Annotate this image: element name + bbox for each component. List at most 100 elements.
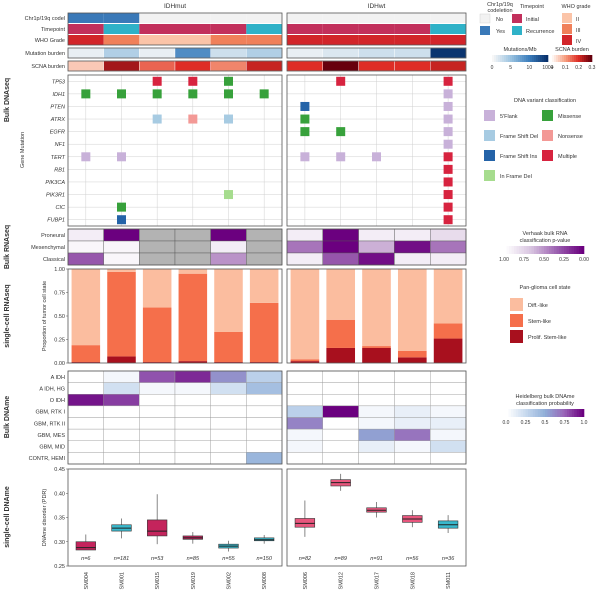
dname-cell xyxy=(67,417,104,430)
legend-mut-gradient xyxy=(500,55,503,62)
timepoint-cell xyxy=(103,24,140,34)
legend-heid-gradient xyxy=(520,409,524,417)
legend-mut-gradient xyxy=(544,55,547,62)
mutation-mark-5flank xyxy=(81,152,91,162)
dname-cell xyxy=(286,440,323,453)
legend-mut-gradient xyxy=(522,55,525,62)
legend-rna-gradient xyxy=(529,246,532,254)
dname-cell xyxy=(322,428,359,441)
dname-cell xyxy=(174,405,211,418)
dname-cell xyxy=(246,440,283,453)
codeletion-cell xyxy=(139,13,175,23)
legend-heid-gradient xyxy=(576,409,580,417)
legend-mut-tick: 5 xyxy=(509,65,512,71)
sc-bar-0 xyxy=(397,357,427,363)
gene-label-nf1: NF1 xyxy=(55,142,65,148)
mutation-mark-missense xyxy=(117,89,126,99)
rnaseq-cell xyxy=(210,252,247,266)
legend-variant-label: In Frame Del xyxy=(500,174,532,180)
dname-cell xyxy=(394,417,431,430)
scna-burden-cell xyxy=(286,60,323,72)
section-label-sc_rnaseq: single-cell RNAseq xyxy=(4,284,11,347)
scna-burden-cell xyxy=(67,60,104,72)
dname-cell xyxy=(286,382,323,395)
mutation-mark-missense xyxy=(336,127,346,137)
group-header-idhmut: IDHmut xyxy=(164,3,186,10)
legend-mut-gradient xyxy=(520,55,523,62)
legend-heid-gradient xyxy=(530,409,534,417)
codeletion-cell xyxy=(358,13,395,23)
legend-scna-gradient xyxy=(578,55,581,62)
rnaseq-cell xyxy=(286,240,323,254)
legend-heid-tick: 0.5 xyxy=(542,420,549,426)
mutation-burden-cell xyxy=(358,47,395,59)
rnaseq-cell xyxy=(103,240,140,254)
legend-heid-gradient xyxy=(569,409,573,417)
grade-cell xyxy=(287,35,323,45)
legend-heid-gradient xyxy=(513,409,517,417)
dname-cell xyxy=(322,452,359,465)
sample-count: n=150 xyxy=(256,556,272,562)
mutation-mark-multiple xyxy=(443,177,453,187)
rnaseq-cell xyxy=(67,240,104,254)
legend-rna-gradient xyxy=(581,246,585,254)
sc-bar-1 xyxy=(107,271,136,357)
mutation-mark-5flank xyxy=(372,152,381,162)
mutation-mark-5flank xyxy=(443,127,453,137)
mutation-mark-missense xyxy=(300,127,310,137)
legend-rna-gradient xyxy=(554,246,557,254)
legend-grade-label: III xyxy=(576,28,581,34)
rnaseq-cell xyxy=(174,240,211,254)
timepoint-cell xyxy=(139,24,175,34)
sc-bar-1 xyxy=(142,307,172,363)
codeletion-cell xyxy=(246,13,282,23)
row-label-clinical: WHO Grade xyxy=(35,38,65,44)
legend-variant-swatch xyxy=(484,150,495,161)
sample-name: SM006 xyxy=(303,572,309,589)
dname-cell xyxy=(103,405,140,418)
mutation-mark-multiple xyxy=(443,190,453,200)
sample-name: SM004 xyxy=(84,572,90,589)
dname-row-label: GBM, MES xyxy=(37,433,65,439)
timepoint-cell xyxy=(322,24,359,34)
legend-scna-gradient xyxy=(588,55,591,62)
mutation-mark-multiple xyxy=(443,215,453,225)
bulk-rnaseq-frame-1 xyxy=(286,228,467,266)
rnaseq-cell xyxy=(322,252,359,266)
timepoint-cell xyxy=(175,24,211,34)
legend-mut-gradient xyxy=(546,55,549,62)
mutation-mark-fsins xyxy=(117,215,126,225)
sc-bar-2 xyxy=(214,269,243,332)
legend-heid-title: Heidelberg bulk DNAme xyxy=(516,394,575,400)
legend-recurrence: Recurrence xyxy=(526,29,554,35)
sample-count: n=181 xyxy=(114,556,129,562)
rnaseq-cell xyxy=(322,240,359,254)
dname-cell xyxy=(358,405,395,418)
mutation-mark-5flank xyxy=(336,152,346,162)
legend-heid-gradient xyxy=(506,409,509,417)
legend-mut-gradient xyxy=(502,55,505,62)
sample-name: SM001 xyxy=(120,572,126,589)
legend-codel-title-2: codeletion xyxy=(487,8,512,14)
sc-dname-yaxis-label: DNAme disorder (PDR) xyxy=(42,489,48,547)
sample-name: SM017 xyxy=(375,572,381,589)
dname-cell xyxy=(430,405,467,418)
legend-rna-gradient xyxy=(546,246,550,254)
sc-bar-0 xyxy=(142,362,172,363)
scna-burden-cell xyxy=(139,60,176,72)
dname-cell xyxy=(286,370,323,383)
dname-cell xyxy=(210,382,247,395)
dname-cell xyxy=(67,452,104,465)
sample-count: n=89 xyxy=(335,556,347,562)
legend-heid-gradient xyxy=(579,409,582,417)
rnaseq-cell xyxy=(210,228,247,242)
mutation-mark-multiple xyxy=(443,76,453,86)
dname-row-label: GBM, MID xyxy=(39,445,65,451)
bulk-dname-frame-1 xyxy=(286,370,467,465)
legend-scna-gradient xyxy=(562,55,565,62)
sc-bar-0 xyxy=(290,361,320,363)
sc-dname-frame-1 xyxy=(286,468,467,567)
dname-cell xyxy=(322,382,359,395)
dname-cell xyxy=(210,440,247,453)
